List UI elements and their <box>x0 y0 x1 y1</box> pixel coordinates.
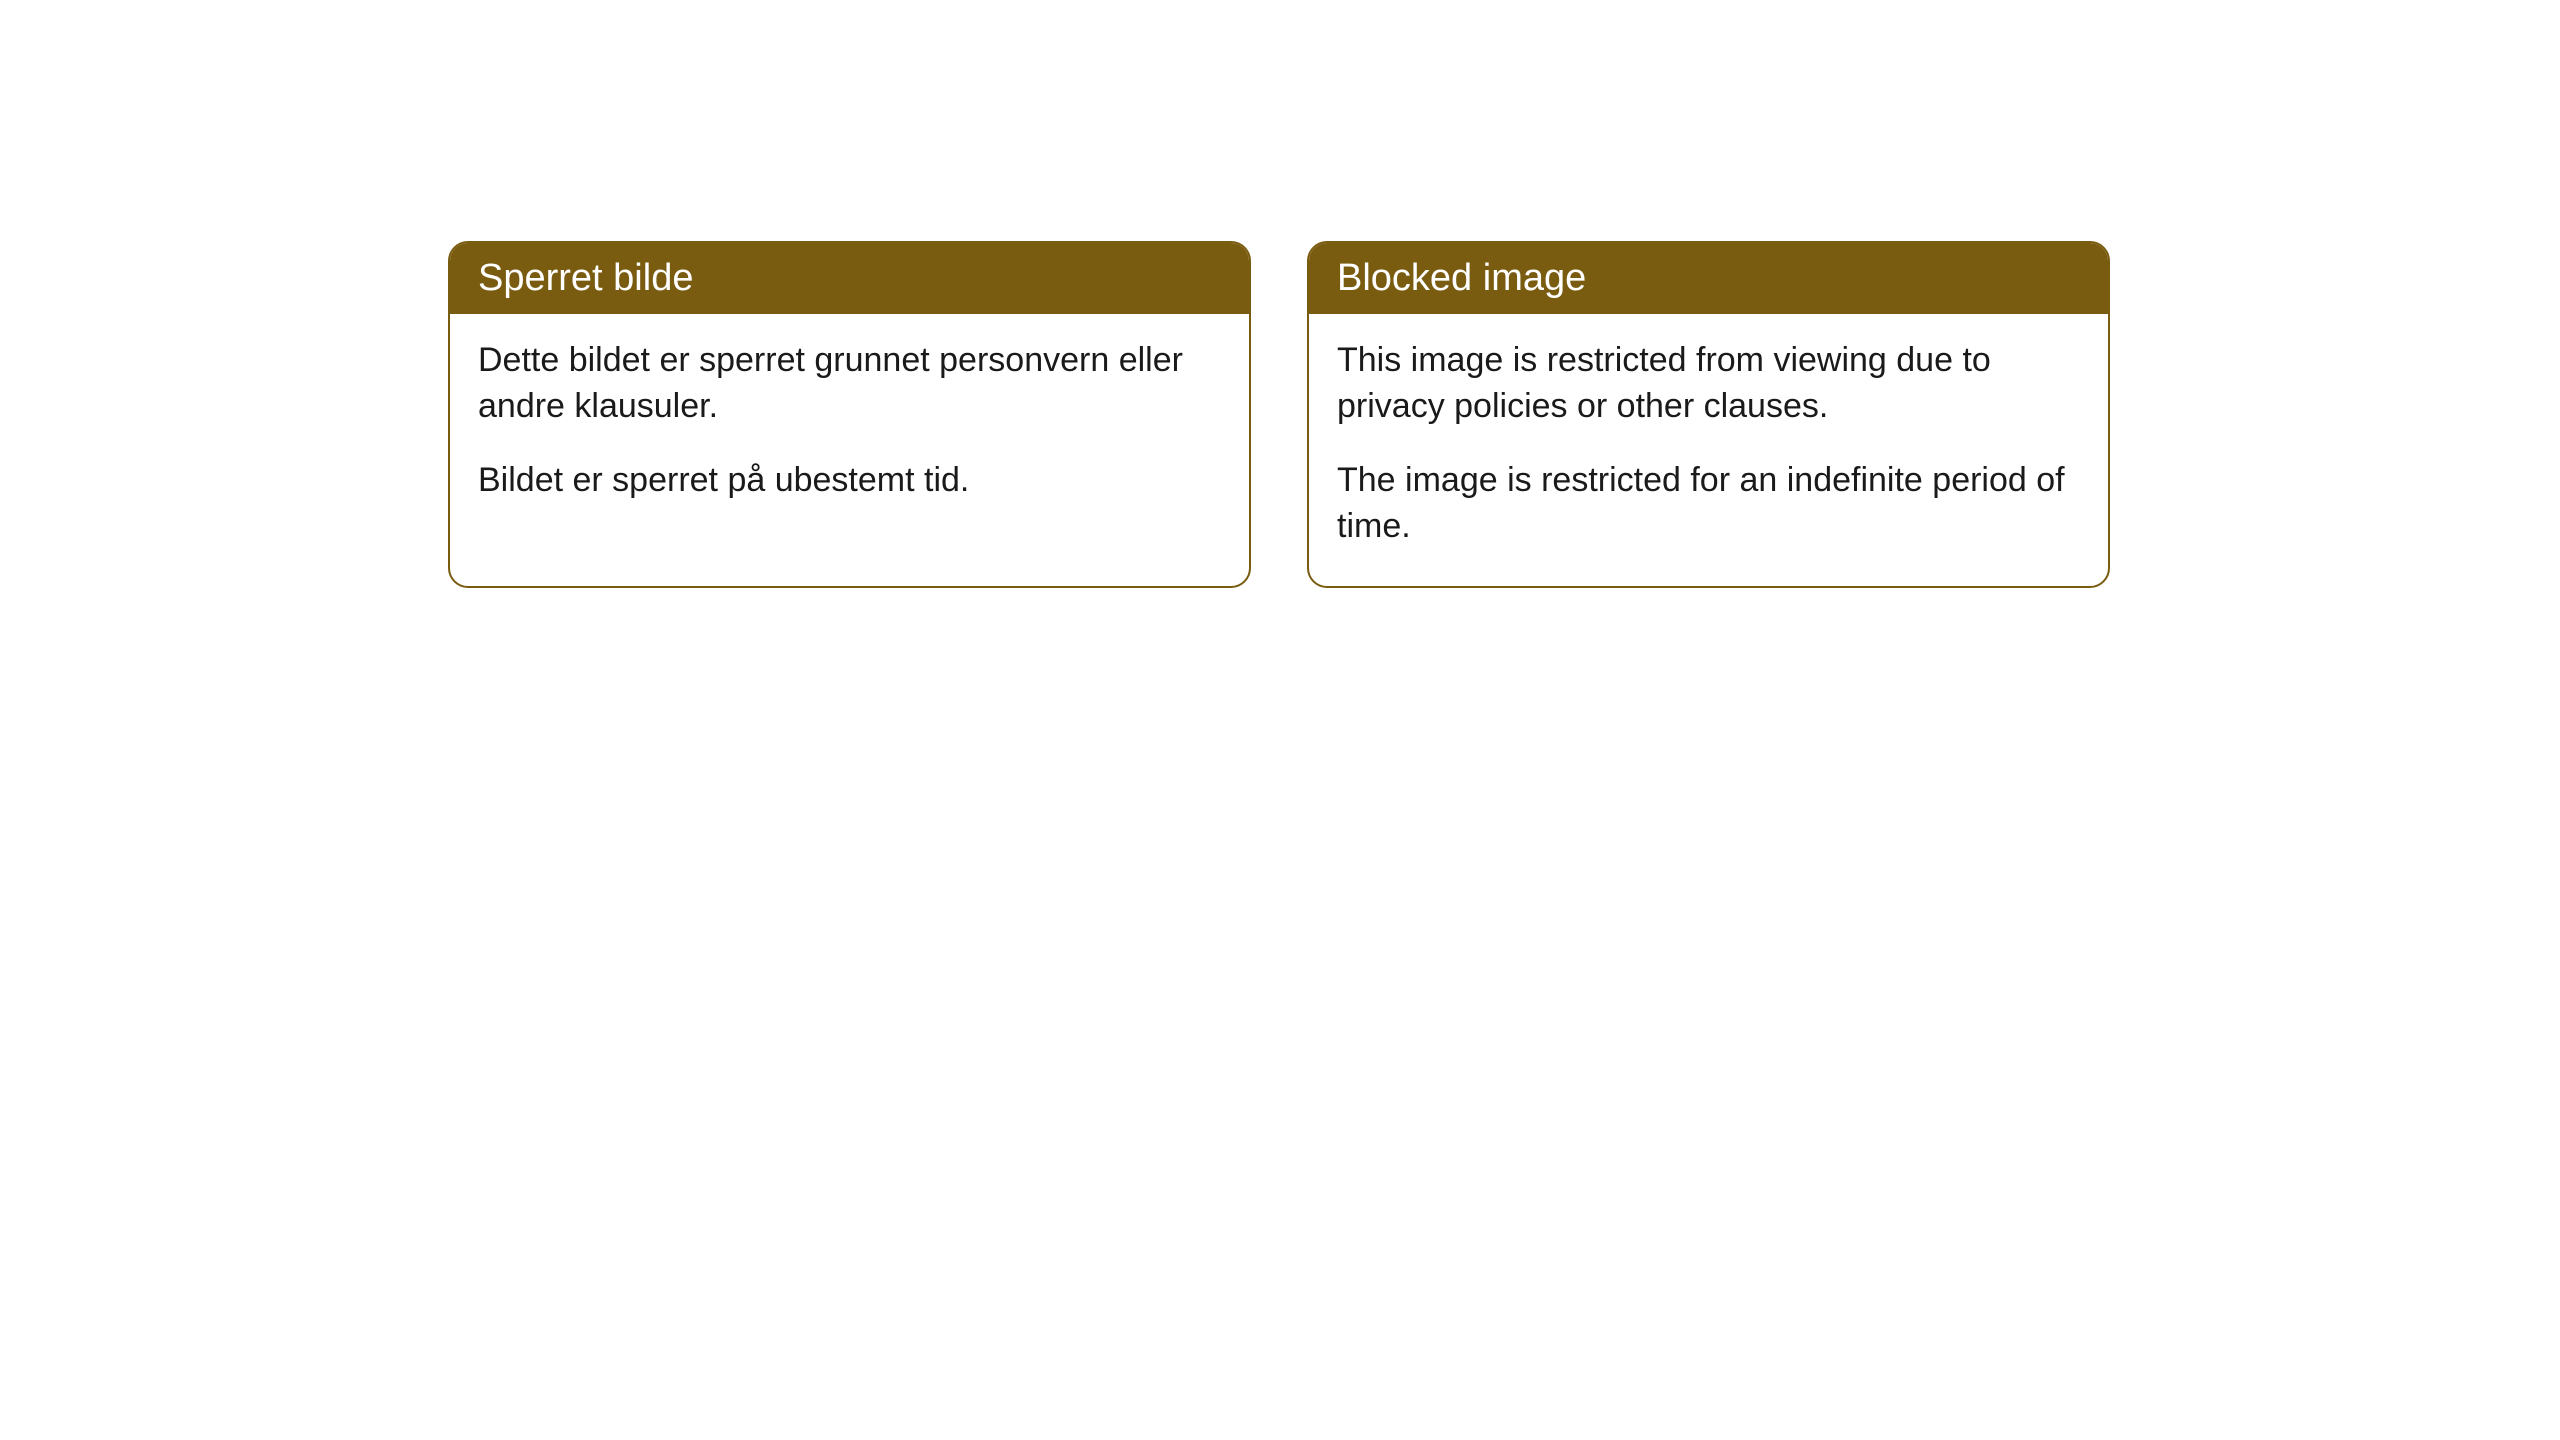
notice-card-container: Sperret bilde Dette bildet er sperret gr… <box>448 241 2110 588</box>
card-body-norwegian: Dette bildet er sperret grunnet personve… <box>450 314 1249 540</box>
blocked-image-card-norwegian: Sperret bilde Dette bildet er sperret gr… <box>448 241 1251 588</box>
card-paragraph-1: Dette bildet er sperret grunnet personve… <box>478 338 1221 430</box>
card-header-norwegian: Sperret bilde <box>450 243 1249 314</box>
card-paragraph-1: This image is restricted from viewing du… <box>1337 338 2080 430</box>
blocked-image-card-english: Blocked image This image is restricted f… <box>1307 241 2110 588</box>
card-paragraph-2: The image is restricted for an indefinit… <box>1337 458 2080 550</box>
card-title: Blocked image <box>1337 257 1586 299</box>
card-body-english: This image is restricted from viewing du… <box>1309 314 2108 586</box>
card-title: Sperret bilde <box>478 257 693 299</box>
card-header-english: Blocked image <box>1309 243 2108 314</box>
card-paragraph-2: Bildet er sperret på ubestemt tid. <box>478 458 1221 504</box>
